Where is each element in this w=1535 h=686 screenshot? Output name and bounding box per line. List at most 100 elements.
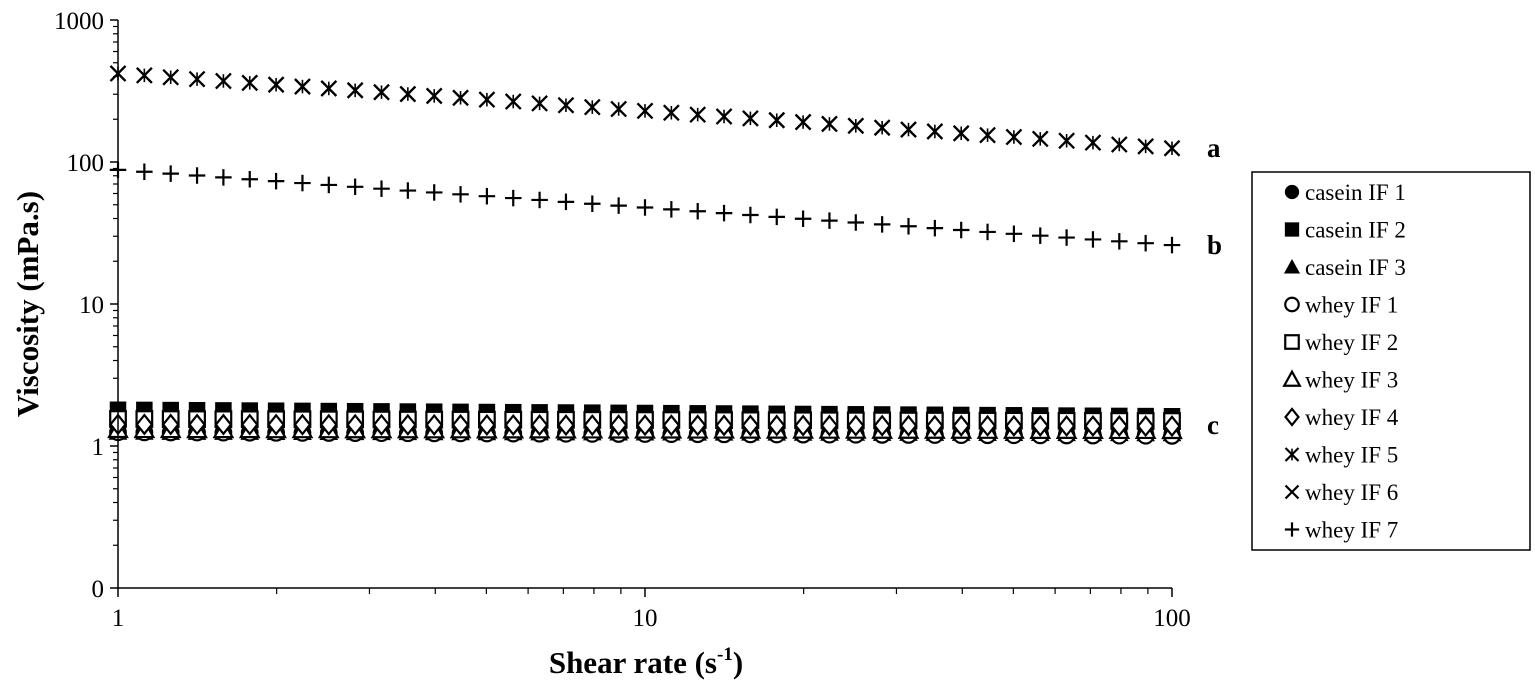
data-point — [873, 216, 891, 233]
legend-marker — [1284, 334, 1300, 350]
legend-marker — [1284, 222, 1300, 237]
data-point — [610, 100, 627, 118]
legend-label: casein IF 2 — [1305, 218, 1406, 243]
group-label-a: a — [1207, 133, 1221, 163]
data-point — [952, 125, 970, 142]
data-point — [241, 171, 258, 188]
group-label-b: b — [1207, 230, 1222, 260]
y-tick-label: 10 — [79, 292, 104, 319]
data-point — [636, 102, 654, 120]
data-point — [636, 414, 654, 437]
data-point — [504, 93, 522, 110]
series-whey-if-6 — [109, 65, 1181, 157]
data-point — [767, 414, 786, 437]
legend-marker — [1284, 296, 1300, 313]
data-point — [477, 413, 496, 437]
data-point — [1031, 130, 1049, 148]
data-point — [1031, 414, 1050, 437]
data-point — [557, 96, 575, 114]
data-point — [1005, 128, 1023, 146]
series-whey-if-7 — [109, 161, 1181, 254]
data-point — [742, 206, 759, 224]
data-point — [1163, 139, 1181, 157]
legend-marker — [1284, 522, 1300, 537]
data-point — [1057, 414, 1076, 438]
y-tick-label: 1 — [92, 434, 105, 461]
data-point — [952, 221, 970, 239]
data-point — [451, 413, 470, 437]
data-point — [478, 187, 496, 205]
legend-label: whey IF 6 — [1305, 480, 1398, 505]
data-point — [1111, 233, 1128, 250]
data-point — [1004, 414, 1023, 437]
data-point — [267, 172, 285, 190]
data-point — [742, 110, 759, 127]
data-point — [584, 98, 601, 116]
legend-item: whey IF 4 — [1284, 405, 1399, 430]
data-point — [425, 413, 444, 436]
data-point — [926, 219, 944, 237]
data-point — [1137, 234, 1154, 252]
data-point — [926, 123, 944, 140]
data-point — [425, 87, 443, 105]
legend-label: casein IF 3 — [1305, 255, 1406, 280]
y-tick-label: 1000 — [54, 8, 104, 35]
legend-label: whey IF 3 — [1305, 368, 1398, 393]
legend-marker — [1282, 369, 1302, 387]
data-point — [188, 413, 206, 436]
data-point — [1084, 414, 1102, 438]
data-point — [925, 414, 944, 437]
data-point — [399, 182, 417, 199]
data-point — [452, 186, 469, 203]
data-point — [162, 68, 179, 86]
data-point — [319, 413, 338, 436]
y-tick-label: 0 — [92, 576, 105, 603]
legend-item: whey IF 2 — [1284, 330, 1398, 355]
data-point — [478, 91, 496, 108]
data-point — [214, 413, 233, 436]
data-point — [1084, 134, 1102, 151]
data-point — [636, 199, 654, 216]
data-point — [689, 202, 706, 220]
data-point — [215, 72, 232, 90]
data-point — [979, 126, 996, 144]
data-point — [662, 414, 681, 437]
data-point — [161, 413, 180, 436]
legend-item: casein IF 2 — [1284, 218, 1406, 243]
data-point — [846, 414, 865, 437]
data-point — [583, 414, 602, 437]
data-point — [398, 413, 417, 436]
data-point — [715, 414, 733, 437]
data-point — [1032, 227, 1049, 244]
data-point — [663, 104, 680, 122]
legend-marker — [1284, 184, 1300, 200]
group-label-c: c — [1207, 410, 1219, 440]
y-tick-label: 100 — [67, 150, 105, 177]
legend-marker — [1284, 447, 1300, 462]
x-axis-title: Shear rate (s-1) — [549, 644, 743, 680]
data-point — [267, 413, 286, 436]
data-point — [847, 214, 865, 231]
data-point — [1005, 225, 1023, 243]
data-point — [584, 195, 601, 212]
data-point — [689, 106, 706, 123]
x-axis-title-superscript: -1 — [717, 644, 733, 665]
data-point — [136, 163, 153, 181]
data-point — [241, 74, 259, 92]
data-point — [320, 176, 338, 194]
data-markers — [107, 65, 1183, 445]
data-point — [1137, 138, 1154, 155]
legend-marker — [1284, 484, 1300, 500]
data-point — [1136, 415, 1155, 438]
data-point — [505, 189, 522, 207]
data-point — [1084, 231, 1102, 248]
data-point — [1110, 414, 1129, 438]
data-point — [609, 414, 628, 437]
data-point — [162, 165, 179, 182]
x-tick-label: 1 — [112, 605, 125, 632]
legend-label: casein IF 1 — [1305, 180, 1406, 205]
data-point — [1163, 236, 1181, 254]
data-point — [873, 119, 891, 136]
data-point — [425, 184, 443, 201]
